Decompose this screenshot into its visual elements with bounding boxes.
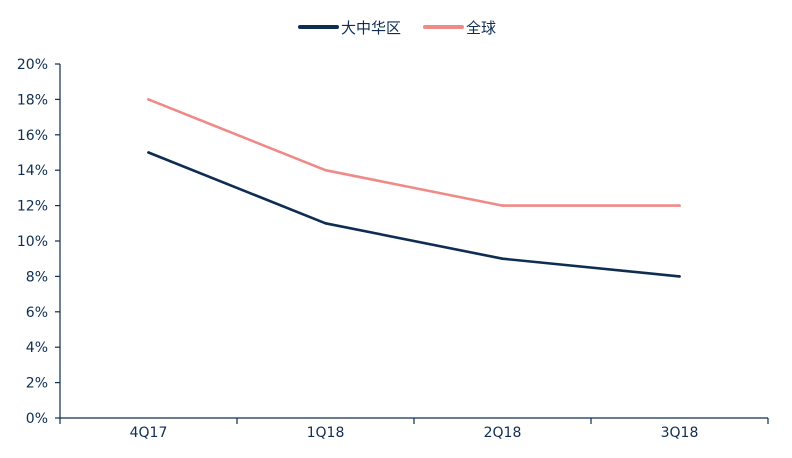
y-tick-label: 16% bbox=[17, 128, 48, 144]
series-line-0 bbox=[147, 151, 681, 278]
y-tick-label: 12% bbox=[17, 199, 48, 215]
y-tick-label: 6% bbox=[26, 305, 48, 321]
y-tick-label: 4% bbox=[26, 340, 48, 356]
legend-label: 全球 bbox=[466, 19, 496, 37]
data-point bbox=[147, 98, 150, 101]
series-lines bbox=[147, 98, 681, 278]
data-point bbox=[147, 151, 150, 154]
x-tick-label: 3Q18 bbox=[661, 425, 699, 441]
y-tick-label: 8% bbox=[26, 269, 48, 285]
x-tick-label: 4Q17 bbox=[130, 425, 168, 441]
y-tick-label: 0% bbox=[26, 411, 48, 427]
data-point bbox=[324, 168, 327, 172]
legend: 大中华区 全球 bbox=[298, 19, 496, 37]
axes: 0% 2% 4% 6% 8% 10% 12% 14% 16% 18% 20% 4Q17 1Q18 2Q18… bbox=[17, 57, 769, 441]
x-tick-label: 2Q18 bbox=[484, 425, 522, 441]
data-point bbox=[501, 204, 504, 207]
legend-label: 大中华区 bbox=[341, 19, 401, 37]
data-point bbox=[501, 257, 504, 261]
data-point bbox=[678, 204, 681, 207]
y-tick-label: 18% bbox=[17, 92, 48, 108]
data-point bbox=[678, 275, 681, 278]
y-tick-label: 10% bbox=[17, 234, 48, 250]
x-tick-label: 1Q18 bbox=[307, 425, 345, 441]
data-point bbox=[324, 222, 327, 225]
y-tick-label: 20% bbox=[17, 57, 48, 73]
y-tick-label: 14% bbox=[17, 163, 48, 179]
series-line-1 bbox=[147, 98, 681, 207]
y-tick-label: 2% bbox=[26, 376, 48, 392]
